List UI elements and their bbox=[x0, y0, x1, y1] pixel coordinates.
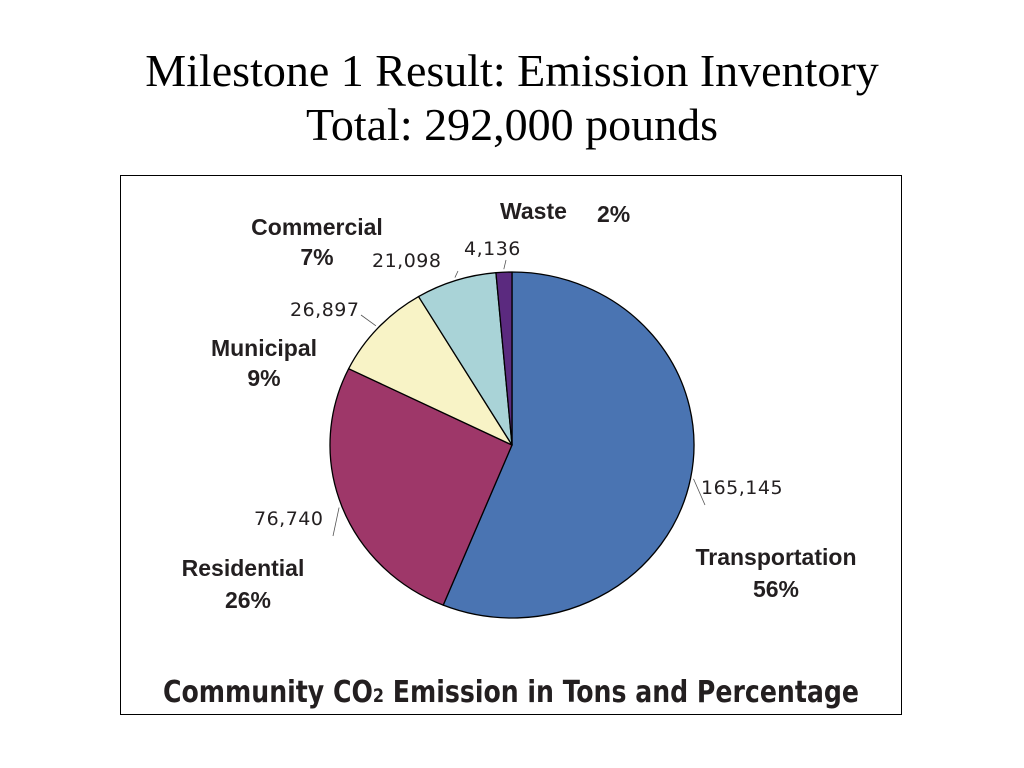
value-residential: 76,740 bbox=[254, 508, 323, 530]
percent-commercial: 7% bbox=[300, 244, 333, 270]
value-commercial: 21,098 bbox=[372, 250, 441, 272]
leader-line-transportation bbox=[693, 478, 706, 506]
leader-line-residential bbox=[332, 507, 340, 537]
slide-title: Milestone 1 Result: Emission Inventory T… bbox=[0, 44, 1024, 152]
chart-caption: Community CO2 Emission in Tons and Perce… bbox=[163, 675, 859, 710]
percent-residential: 26% bbox=[225, 587, 271, 613]
label-commercial: Commercial bbox=[251, 214, 383, 240]
leader-line-waste bbox=[503, 259, 507, 270]
value-municipal: 26,897 bbox=[290, 299, 359, 321]
pie-chart: Transportation 56% Residential 26% Munic… bbox=[163, 198, 859, 710]
label-municipal: Municipal bbox=[211, 335, 317, 361]
pie-slice-waste bbox=[495, 271, 513, 446]
slide-title-line-2: Total: 292,000 pounds bbox=[305, 99, 719, 150]
leader-lines bbox=[332, 259, 706, 537]
pie-slices bbox=[329, 271, 695, 619]
value-transportation: 165,145 bbox=[701, 477, 783, 499]
chart-caption-main: Community CO bbox=[163, 675, 373, 710]
value-waste: 4,136 bbox=[464, 238, 521, 260]
chart-caption-subscript: 2 bbox=[373, 685, 384, 707]
percent-waste: 2% bbox=[597, 201, 630, 227]
pie-slice-residential bbox=[329, 368, 513, 606]
label-waste: Waste bbox=[500, 198, 567, 224]
chart-frame: Transportation 56% Residential 26% Munic… bbox=[120, 175, 902, 715]
leader-line-municipal bbox=[360, 314, 377, 327]
percent-municipal: 9% bbox=[247, 365, 280, 391]
pie-slice-municipal bbox=[348, 295, 513, 446]
label-transportation: Transportation bbox=[695, 544, 856, 570]
leader-line-commercial bbox=[454, 270, 459, 278]
label-residential: Residential bbox=[182, 555, 305, 581]
slide-title-line-1: Milestone 1 Result: Emission Inventory bbox=[145, 45, 879, 96]
chart-caption-rest: Emission in Tons and Percentage bbox=[384, 675, 859, 710]
pie-slice-transportation bbox=[442, 271, 695, 619]
percent-transportation: 56% bbox=[753, 576, 799, 602]
